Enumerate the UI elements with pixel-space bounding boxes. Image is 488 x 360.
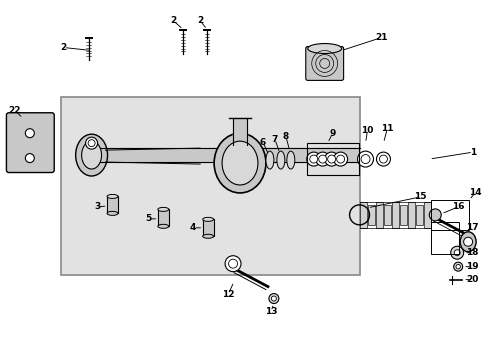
Text: 20: 20	[465, 275, 477, 284]
Text: 2: 2	[170, 16, 176, 25]
Circle shape	[376, 152, 389, 166]
Bar	[415, 205, 422, 225]
Text: 15: 15	[413, 193, 426, 202]
Ellipse shape	[286, 151, 294, 169]
Bar	[423, 202, 430, 228]
Text: 2: 2	[61, 43, 67, 52]
Circle shape	[25, 129, 34, 138]
Circle shape	[357, 151, 373, 167]
Text: 22: 22	[9, 106, 21, 115]
Circle shape	[228, 259, 237, 268]
Circle shape	[268, 293, 278, 303]
Ellipse shape	[222, 141, 258, 185]
Ellipse shape	[202, 217, 213, 221]
Circle shape	[327, 155, 335, 163]
Text: 14: 14	[468, 188, 480, 197]
Circle shape	[309, 155, 317, 163]
Ellipse shape	[307, 44, 341, 54]
Ellipse shape	[76, 134, 107, 176]
Circle shape	[324, 152, 338, 166]
Text: 9: 9	[329, 129, 335, 138]
Ellipse shape	[81, 141, 102, 169]
Bar	[399, 205, 406, 225]
Text: 5: 5	[145, 214, 151, 223]
FancyBboxPatch shape	[6, 113, 54, 172]
Circle shape	[88, 140, 95, 147]
Text: 16: 16	[451, 202, 464, 211]
Text: 1: 1	[469, 148, 475, 157]
Circle shape	[315, 152, 329, 166]
Circle shape	[453, 250, 459, 256]
Text: 10: 10	[361, 126, 373, 135]
Circle shape	[224, 256, 241, 272]
Bar	[391, 202, 398, 228]
Bar	[359, 202, 366, 228]
Text: 11: 11	[381, 124, 393, 133]
Ellipse shape	[107, 194, 118, 198]
Circle shape	[271, 296, 276, 301]
Circle shape	[25, 154, 34, 163]
Text: 3: 3	[94, 202, 101, 211]
Bar	[61, 97, 359, 275]
Text: 21: 21	[374, 33, 387, 42]
Circle shape	[360, 154, 369, 163]
Ellipse shape	[459, 232, 475, 252]
Circle shape	[379, 155, 386, 163]
Ellipse shape	[158, 207, 168, 211]
Ellipse shape	[265, 151, 273, 169]
Bar	[367, 205, 374, 225]
Circle shape	[306, 152, 320, 166]
Circle shape	[333, 152, 347, 166]
Bar	[383, 205, 390, 225]
Ellipse shape	[214, 133, 265, 193]
Bar	[407, 202, 414, 228]
Text: 4: 4	[190, 223, 196, 232]
Bar	[430, 200, 468, 230]
Circle shape	[463, 237, 471, 246]
Bar	[202, 219, 213, 236]
Text: 19: 19	[465, 262, 477, 271]
Text: 7: 7	[271, 135, 278, 144]
Circle shape	[85, 137, 98, 149]
Bar	[306, 143, 358, 175]
Circle shape	[318, 155, 326, 163]
Bar	[375, 202, 383, 228]
Bar	[158, 210, 168, 226]
Circle shape	[453, 262, 462, 271]
Circle shape	[336, 155, 344, 163]
Text: 6: 6	[259, 138, 265, 147]
Text: 8: 8	[282, 132, 288, 141]
Bar	[107, 197, 118, 213]
Ellipse shape	[276, 151, 285, 169]
Text: 17: 17	[465, 223, 477, 232]
Circle shape	[455, 265, 459, 269]
Ellipse shape	[158, 224, 168, 228]
Text: 18: 18	[465, 248, 477, 257]
Text: 12: 12	[222, 290, 234, 299]
Ellipse shape	[107, 211, 118, 215]
Text: 13: 13	[264, 307, 277, 316]
Text: 2: 2	[197, 16, 203, 25]
FancyBboxPatch shape	[305, 46, 343, 80]
Ellipse shape	[202, 234, 213, 238]
Bar	[430, 222, 458, 254]
Circle shape	[450, 246, 463, 259]
Ellipse shape	[428, 209, 440, 221]
